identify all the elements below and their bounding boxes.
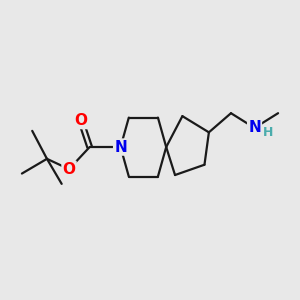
Text: N: N	[114, 140, 127, 154]
Text: O: O	[62, 162, 76, 177]
Text: H: H	[263, 126, 273, 139]
Text: N: N	[248, 120, 261, 135]
Text: O: O	[74, 113, 87, 128]
